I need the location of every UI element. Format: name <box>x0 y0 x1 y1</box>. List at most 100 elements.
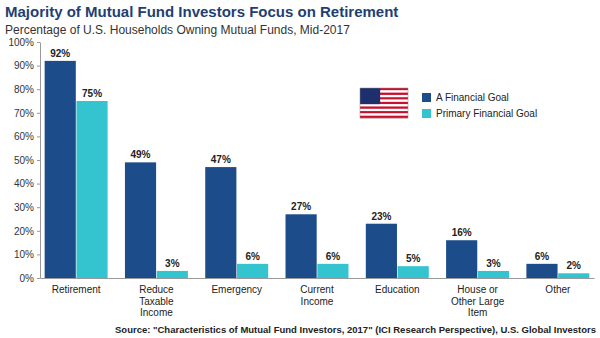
data-label: 16% <box>452 227 472 238</box>
y-tick: 100% <box>8 37 40 48</box>
bar <box>76 101 107 278</box>
y-tick-mark <box>37 136 40 137</box>
y-tick-label: 40% <box>14 178 34 189</box>
y-tick-mark <box>37 231 40 232</box>
flag-stripe <box>360 111 408 114</box>
data-label: 23% <box>371 211 391 222</box>
bar <box>286 214 317 278</box>
bar <box>478 271 509 278</box>
y-tick: 0% <box>20 273 40 284</box>
legend-swatch <box>422 109 431 118</box>
y-tick-mark <box>37 207 40 208</box>
flag-stripe <box>360 113 408 116</box>
y-tick: 80% <box>14 84 40 95</box>
y-tick: 20% <box>14 226 40 237</box>
y-tick: 90% <box>14 60 40 71</box>
y-tick-mark <box>37 89 40 90</box>
legend-swatch <box>422 93 431 102</box>
y-tick-label: 90% <box>14 60 34 71</box>
y-tick-mark <box>37 160 40 161</box>
data-label: 47% <box>211 154 231 165</box>
legend-label: Primary Financial Goal <box>436 108 537 119</box>
x-tick: Retirement <box>52 278 101 295</box>
y-tick-mark <box>37 66 40 67</box>
x-tick-label: Retirement <box>52 284 101 295</box>
flag-canton <box>360 88 380 104</box>
bar <box>317 264 348 278</box>
x-tick: House orOther LargeItem <box>451 278 505 318</box>
bar <box>157 271 188 278</box>
y-tick-label: 0% <box>20 273 35 284</box>
data-label: 49% <box>131 149 151 160</box>
bar <box>366 224 397 278</box>
legend-item: A Financial Goal <box>422 92 509 103</box>
flag-stripe <box>360 106 408 109</box>
legend: A Financial Goal Primary Financial Goal <box>360 88 537 119</box>
y-tick-label: 50% <box>14 155 34 166</box>
chart: Majority of Mutual Fund Investors Focus … <box>0 0 600 338</box>
flag-border <box>360 88 408 118</box>
bar <box>125 162 156 278</box>
x-tick: Other <box>545 278 571 295</box>
x-tick-label: CurrentIncome <box>300 284 334 307</box>
bar <box>205 167 236 278</box>
subtitle: Percentage of U.S. Households Owning Mut… <box>5 23 350 37</box>
legend-item: Primary Financial Goal <box>422 108 537 119</box>
y-tick-mark <box>37 278 40 279</box>
x-tick: Emergency <box>211 278 262 295</box>
x-tick-label: House orOther LargeItem <box>451 284 505 318</box>
y-tick-label: 60% <box>14 131 34 142</box>
y-tick: 40% <box>14 178 40 189</box>
data-label: 3% <box>165 258 180 269</box>
x-tick-label: ReduceTaxableIncome <box>139 284 174 318</box>
bar <box>446 240 477 278</box>
y-tick: 30% <box>14 202 40 213</box>
data-labels: 92% 49% 47% 27% 23% 16% 6% 75% 3% 6% 6% 5% 3% 2% <box>50 48 581 271</box>
x-tick: Education <box>375 278 419 295</box>
y-tick-label: 100% <box>8 37 34 48</box>
x-tick-label: Education <box>375 284 419 295</box>
data-label: 2% <box>567 260 582 271</box>
y-axis-line <box>40 43 41 279</box>
x-tick-label: Other <box>545 284 571 295</box>
bars <box>45 61 590 278</box>
y-tick-label: 20% <box>14 226 34 237</box>
source: Source: "Characteristics of Mutual Fund … <box>115 324 596 335</box>
bar <box>45 61 76 278</box>
bar <box>237 264 268 278</box>
bar <box>398 266 429 278</box>
y-tick-label: 70% <box>14 108 34 119</box>
data-label: 6% <box>326 251 341 262</box>
data-label: 6% <box>535 251 550 262</box>
data-label: 5% <box>406 253 421 264</box>
y-tick: 60% <box>14 131 40 142</box>
y-tick-mark <box>37 254 40 255</box>
title: Majority of Mutual Fund Investors Focus … <box>5 3 398 20</box>
y-tick-label: 80% <box>14 84 34 95</box>
y-tick: 10% <box>14 249 40 260</box>
bar <box>526 264 557 278</box>
y-tick-label: 30% <box>14 202 34 213</box>
x-tick: ReduceTaxableIncome <box>139 278 174 318</box>
data-label: 92% <box>50 48 70 59</box>
x-tick: CurrentIncome <box>300 278 334 307</box>
legend-label: A Financial Goal <box>436 92 509 103</box>
y-tick: 70% <box>14 108 40 119</box>
y-tick-mark <box>37 113 40 114</box>
y-tick-mark <box>37 184 40 185</box>
data-label: 75% <box>82 88 102 99</box>
flag-stripe <box>360 109 408 112</box>
data-label: 27% <box>291 201 311 212</box>
x-axis: Retirement ReduceTaxableIncome Emergency Cu… <box>41 278 595 318</box>
data-label: 3% <box>486 258 501 269</box>
data-label: 6% <box>245 251 260 262</box>
y-axis: 0% 10% 20% 30% 40% 50% 60% 70% 80% 90% 100% <box>8 37 40 284</box>
bar <box>558 273 589 278</box>
x-axis-line <box>41 278 595 279</box>
y-tick: 50% <box>14 155 40 166</box>
flag-stripe <box>360 104 408 107</box>
plot: 0% 10% 20% 30% 40% 50% 60% 70% 80% 90% 100% Retirem… <box>8 37 594 318</box>
x-tick-label: Emergency <box>211 284 262 295</box>
flag-icon <box>360 88 408 118</box>
y-tick-mark <box>37 42 40 43</box>
